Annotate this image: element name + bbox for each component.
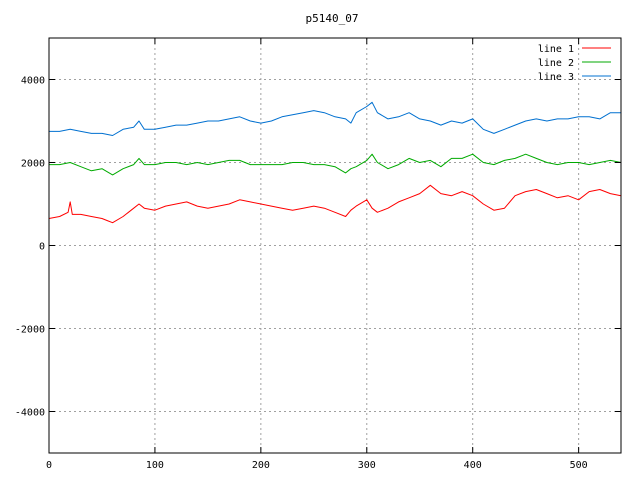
grid-lines bbox=[49, 38, 621, 453]
x-tick-label: 100 bbox=[146, 460, 164, 471]
x-tick-label: 500 bbox=[570, 460, 588, 471]
y-tick-label: 4000 bbox=[21, 76, 45, 87]
x-tick-label: 400 bbox=[464, 460, 482, 471]
y-tick-label: -2000 bbox=[15, 325, 45, 336]
legend-label: line 2 bbox=[538, 58, 574, 69]
legend-label: line 3 bbox=[538, 72, 574, 83]
series-line-3 bbox=[49, 101, 621, 136]
legend: line 1 line 2 line 3 bbox=[538, 44, 611, 83]
x-tick-label: 200 bbox=[252, 460, 270, 471]
chart-title: p5140_07 bbox=[306, 12, 359, 25]
axis-ticks: 0 100 200 300 400 500 -4000 -2000 0 2000 4000 bbox=[15, 38, 621, 471]
series-line-1 bbox=[48, 184, 622, 224]
legend-label: line 1 bbox=[538, 44, 574, 55]
series-layer bbox=[48, 101, 622, 224]
y-tick-label: 0 bbox=[39, 242, 45, 253]
y-tick-label: 2000 bbox=[21, 159, 45, 170]
y-tick-label: -4000 bbox=[15, 408, 45, 419]
series-line-2 bbox=[49, 153, 622, 176]
x-tick-label: 0 bbox=[46, 460, 52, 471]
x-tick-label: 300 bbox=[358, 460, 376, 471]
